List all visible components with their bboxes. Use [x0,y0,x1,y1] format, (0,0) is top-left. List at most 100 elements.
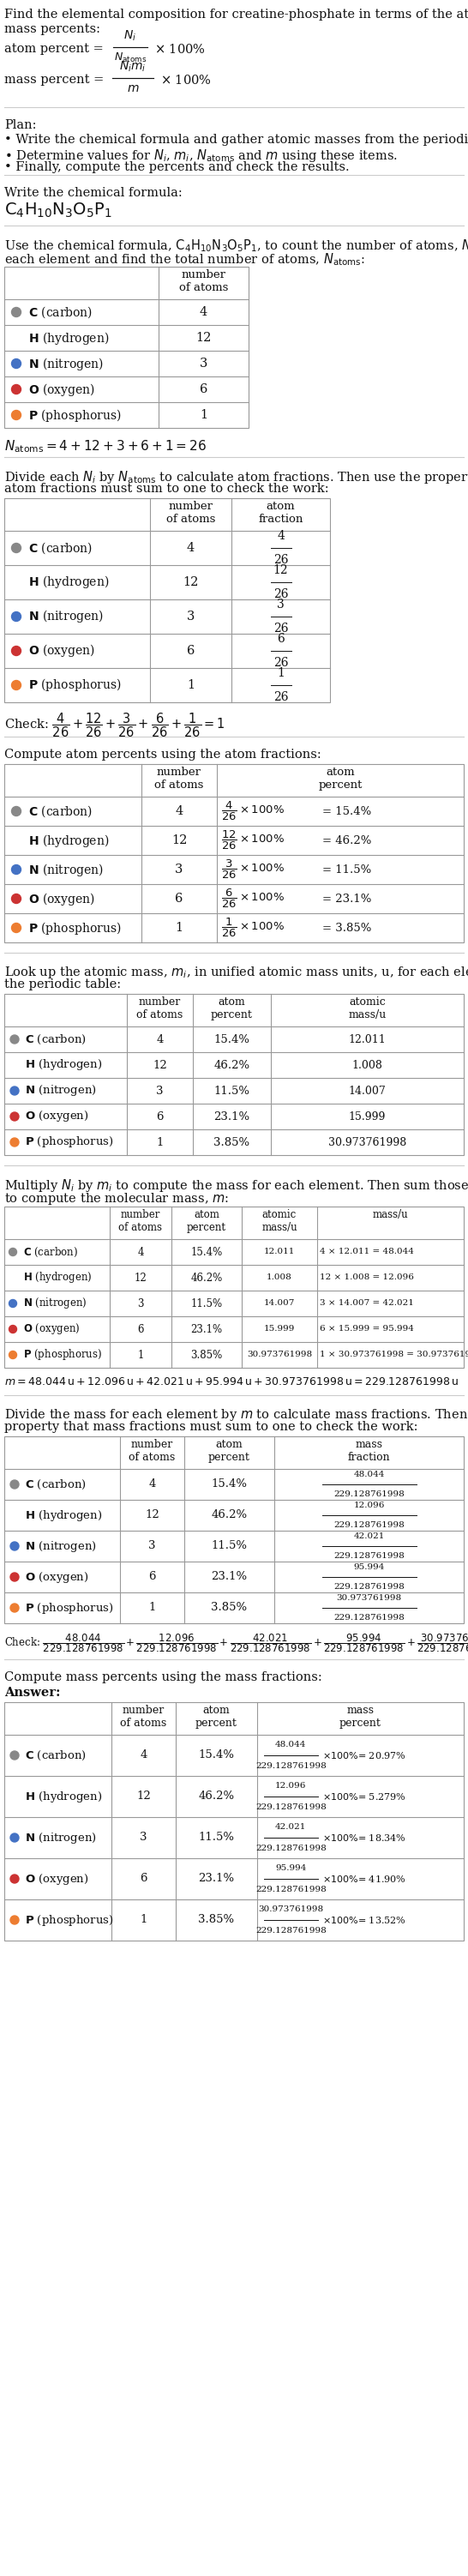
Text: 3.85%: 3.85% [190,1350,223,1360]
Text: $\mathbf{C}$ (carbon): $\mathbf{C}$ (carbon) [28,804,93,819]
Text: $\dfrac{12}{26} \times 100\%$: $\dfrac{12}{26} \times 100\%$ [221,829,285,853]
Text: $\dfrac{1}{26} \times 100\%$: $\dfrac{1}{26} \times 100\%$ [221,917,285,940]
Text: 95.994: 95.994 [353,1564,385,1571]
Text: 12.096: 12.096 [275,1783,307,1790]
Text: $\mathbf{P}$ (phosphorus): $\mathbf{P}$ (phosphorus) [25,1136,114,1149]
Text: 12: 12 [153,1059,167,1072]
Text: atomic
mass/u: atomic mass/u [262,1208,297,1234]
Text: $\mathbf{O}$ (oxygen): $\mathbf{O}$ (oxygen) [28,644,95,659]
Circle shape [10,1752,19,1759]
Text: $\times 100\% $= 5.279%: $\times 100\% $= 5.279% [323,1790,406,1801]
Text: 48.044: 48.044 [353,1471,385,1479]
Text: mass
fraction: mass fraction [348,1440,390,1463]
Text: Multiply $N_i$ by $m_i$ to compute the mass for each element. Then sum those val: Multiply $N_i$ by $m_i$ to compute the m… [4,1177,468,1193]
Text: 26: 26 [273,587,288,600]
Text: 95.994: 95.994 [275,1865,307,1873]
Text: • Finally, compute the percents and check the results.: • Finally, compute the percents and chec… [4,162,350,173]
Text: $N_i m_i$: $N_i m_i$ [119,59,146,75]
Text: atom
percent: atom percent [208,1440,250,1463]
Text: number
of atoms: number of atoms [119,1208,162,1234]
Text: 1 × 30.973761998 = 30.973761998: 1 × 30.973761998 = 30.973761998 [320,1350,468,1358]
Text: $\mathbf{H}$ (hydrogen): $\mathbf{H}$ (hydrogen) [25,1059,102,1072]
Text: Compute atom percents using the atom fractions:: Compute atom percents using the atom fra… [4,750,321,760]
Circle shape [10,1834,19,1842]
Text: 6: 6 [199,384,208,394]
Text: $\mathbf{N}$ (nitrogen): $\mathbf{N}$ (nitrogen) [28,608,103,626]
Text: 3: 3 [156,1084,163,1097]
Text: $\mathbf{N}$ (nitrogen): $\mathbf{N}$ (nitrogen) [28,860,103,878]
Text: 42.021: 42.021 [353,1533,385,1540]
Text: 3: 3 [140,1832,147,1844]
Text: 12: 12 [145,1510,159,1520]
Text: $\times 100\% $= 20.97%: $\times 100\% $= 20.97% [323,1749,407,1759]
Circle shape [10,1917,19,1924]
Text: Compute mass percents using the mass fractions:: Compute mass percents using the mass fra… [4,1672,322,1682]
Text: $\mathbf{C}$ (carbon): $\mathbf{C}$ (carbon) [28,304,93,319]
Text: 15.4%: 15.4% [190,1247,223,1257]
Text: $\dfrac{4}{26} \times 100\%$: $\dfrac{4}{26} \times 100\%$ [221,801,285,822]
Text: number
of atoms: number of atoms [154,768,204,791]
Text: 46.2%: 46.2% [190,1273,223,1283]
Text: 12.011: 12.011 [349,1033,386,1046]
Text: $\mathbf{P}$ (phosphorus): $\mathbf{P}$ (phosphorus) [28,920,121,935]
Text: 11.5%: 11.5% [211,1540,247,1551]
Text: Divide the mass for each element by $m$ to calculate mass fractions. Then use th: Divide the mass for each element by $m$ … [4,1406,468,1422]
Text: 4: 4 [277,531,285,541]
Text: • Determine values for $N_i$, $m_i$, $N_\mathrm{atoms}$ and $m$ using these item: • Determine values for $N_i$, $m_i$, $N_… [4,147,398,165]
Text: 12 × 1.008 = 12.096: 12 × 1.008 = 12.096 [320,1275,414,1283]
Text: 3 × 14.007 = 42.021: 3 × 14.007 = 42.021 [320,1298,414,1306]
Text: 11.5%: 11.5% [190,1298,222,1309]
Text: $\times 100\% $= 41.90%: $\times 100\% $= 41.90% [323,1873,407,1883]
Text: $\mathbf{H}$ (hydrogen): $\mathbf{H}$ (hydrogen) [23,1270,92,1285]
Text: 30.973761998: 30.973761998 [247,1350,312,1358]
Circle shape [12,680,21,690]
Text: 23.1%: 23.1% [214,1110,250,1123]
Text: $\mathbf{H}$ (hydrogen): $\mathbf{H}$ (hydrogen) [28,832,109,848]
Text: 15.4%: 15.4% [198,1749,234,1762]
Text: atom
percent: atom percent [211,997,253,1020]
Text: $\mathbf{N}$ (nitrogen): $\mathbf{N}$ (nitrogen) [28,355,103,371]
Text: 46.2%: 46.2% [214,1059,250,1072]
Text: number
of atoms: number of atoms [166,500,215,526]
Text: 15.999: 15.999 [349,1110,386,1123]
Text: $\mathbf{H}$ (hydrogen): $\mathbf{H}$ (hydrogen) [28,574,109,590]
Circle shape [12,410,21,420]
Circle shape [12,866,21,873]
Text: 11.5%: 11.5% [214,1084,250,1097]
Text: $N_i$: $N_i$ [124,28,137,44]
Text: 1.008: 1.008 [267,1275,292,1283]
Circle shape [10,1087,19,1095]
Circle shape [12,922,21,933]
Text: atom
percent: atom percent [187,1208,227,1234]
Text: 30.973761998: 30.973761998 [258,1906,323,1914]
Text: 46.2%: 46.2% [198,1790,234,1803]
Text: $\mathbf{N}$ (nitrogen): $\mathbf{N}$ (nitrogen) [23,1296,87,1311]
Circle shape [10,1139,19,1146]
Text: 30.973761998: 30.973761998 [328,1136,406,1149]
Text: $\mathbf{C}$ (carbon): $\mathbf{C}$ (carbon) [25,1479,87,1492]
Text: Use the chemical formula, $\mathrm{C_4H_{10}N_3O_5P_1}$, to count the number of : Use the chemical formula, $\mathrm{C_4H_… [4,237,468,252]
Text: each element and find the total number of atoms, $N_\mathrm{atoms}$:: each element and find the total number o… [4,252,365,268]
Text: 1: 1 [187,680,195,690]
Bar [4,1437,464,1623]
Text: property that mass fractions must sum to one to check the work:: property that mass fractions must sum to… [4,1422,418,1432]
Text: $N_\mathrm{atoms}$: $N_\mathrm{atoms}$ [114,52,146,64]
Text: 6: 6 [277,634,285,644]
Text: $\mathbf{O}$ (oxygen): $\mathbf{O}$ (oxygen) [28,891,95,907]
Text: to compute the molecular mass, $m$:: to compute the molecular mass, $m$: [4,1190,229,1206]
Text: 1: 1 [175,922,183,935]
Text: $N_\mathrm{atoms} = 4 + 12 + 3 + 6 + 1 = 26$: $N_\mathrm{atoms} = 4 + 12 + 3 + 6 + 1 =… [4,438,207,453]
Text: 12: 12 [273,564,288,577]
Text: 1: 1 [138,1350,144,1360]
Text: 229.128761998: 229.128761998 [256,1762,326,1770]
Bar [4,994,464,1154]
Text: $\times$ 100%: $\times$ 100% [154,41,205,54]
Circle shape [10,1543,19,1551]
Text: atom
fraction: atom fraction [258,500,303,526]
Text: 229.128761998: 229.128761998 [334,1584,404,1592]
Text: = 3.85%: = 3.85% [322,922,372,933]
Bar [4,1206,464,1368]
Text: 6: 6 [140,1873,147,1886]
Text: 15.4%: 15.4% [214,1033,250,1046]
Text: 4: 4 [148,1479,156,1489]
